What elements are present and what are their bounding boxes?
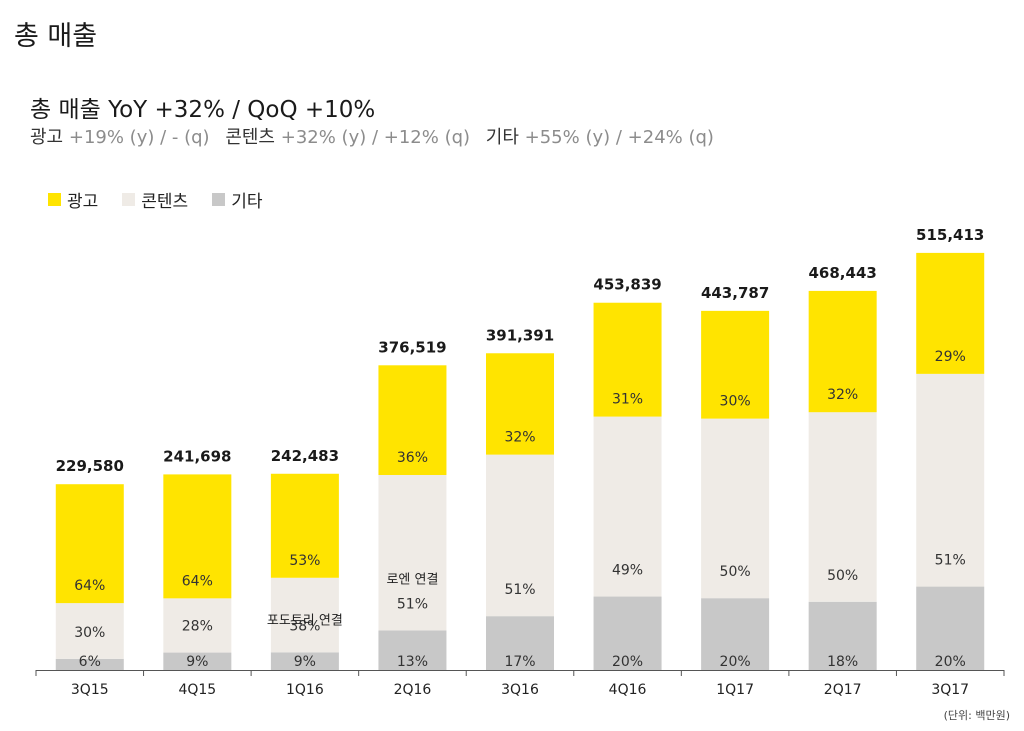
bar-segment-other xyxy=(55,658,124,670)
total-label: 376,519 xyxy=(378,338,446,356)
legend-label-other: 기타 xyxy=(231,192,263,212)
bar-segment-ad xyxy=(163,474,232,599)
growth-label-content: 콘텐츠 xyxy=(225,127,275,148)
legend-swatch-content xyxy=(122,193,136,206)
legend-item-content: 콘텐츠 xyxy=(122,187,188,212)
x-tick-label: 3Q16 xyxy=(501,682,539,698)
x-tick-label: 3Q17 xyxy=(931,682,969,698)
total-label: 453,839 xyxy=(593,276,661,294)
x-tick-label: 1Q17 xyxy=(716,682,754,698)
page-title: 총 매출 xyxy=(14,21,98,52)
percent-label-ad: 32% xyxy=(827,387,858,403)
bar-segment-other xyxy=(808,601,877,670)
bar-segment-ad xyxy=(916,252,985,374)
bar-segment-ad xyxy=(378,365,447,475)
percent-label-other: 20% xyxy=(720,654,751,670)
growth-value-other: +55% (y) / +24% (q) xyxy=(524,127,714,148)
percent-label-other: 6% xyxy=(79,654,101,670)
percent-label-other: 20% xyxy=(935,654,966,670)
x-tick-label: 1Q16 xyxy=(286,682,324,698)
percent-label-ad: 31% xyxy=(612,392,643,408)
total-label: 515,413 xyxy=(916,226,984,244)
bar-segment-other xyxy=(163,652,232,670)
x-tick-label: 2Q17 xyxy=(824,682,862,698)
total-label: 242,483 xyxy=(271,447,339,465)
growth-label-ad: 광고 xyxy=(30,127,64,148)
bar-segment-content xyxy=(270,577,339,653)
annotation-label: 로엔 연결 xyxy=(386,572,438,587)
percent-label-other: 13% xyxy=(397,654,428,670)
growth-label-other: 기타 xyxy=(485,127,519,148)
percent-label-ad: 29% xyxy=(935,349,966,365)
percent-label-content: 51% xyxy=(397,596,428,612)
chart-legend: 광고 콘텐츠 기타 xyxy=(48,187,286,212)
bar-segment-content xyxy=(163,598,232,653)
bar-segment-content xyxy=(486,454,554,617)
bar-segment-other xyxy=(378,630,447,670)
percent-label-other: 18% xyxy=(827,654,858,670)
x-tick-label: 4Q16 xyxy=(609,682,647,698)
unit-note: (단위: 백만원) xyxy=(943,709,1010,722)
growth-value-content: +32% (y) / +12% (q) xyxy=(280,127,471,148)
percent-label-other: 9% xyxy=(186,654,208,670)
percent-label-content: 30% xyxy=(74,625,105,641)
total-label: 241,698 xyxy=(163,447,231,465)
total-label: 391,391 xyxy=(486,326,554,344)
bar-segment-ad xyxy=(593,302,662,417)
bar-segment-ad xyxy=(486,353,554,455)
total-label: 468,443 xyxy=(809,264,877,282)
annotation-label: 포도트리 연결 xyxy=(267,613,343,628)
bar-segment-other xyxy=(593,596,662,670)
bar-segment-other xyxy=(270,652,339,670)
percent-label-content: 49% xyxy=(612,563,643,579)
percent-label-ad: 36% xyxy=(397,450,428,466)
legend-swatch-ad xyxy=(48,193,61,206)
legend-label-ad: 광고 xyxy=(67,192,99,212)
bar-segment-content xyxy=(701,418,770,599)
x-tick-label: 2Q16 xyxy=(394,682,432,698)
bar-segment-content xyxy=(808,412,877,602)
bar-segment-content xyxy=(378,474,447,631)
percent-label-content: 50% xyxy=(720,564,751,580)
bar-segment-ad xyxy=(55,484,124,604)
bar-segment-ad xyxy=(808,290,877,413)
growth-value-ad: +19% (y) / - (q) xyxy=(68,127,210,148)
legend-item-ad: 광고 xyxy=(48,187,98,212)
x-tick-label: 3Q15 xyxy=(71,682,109,698)
bar-segment-content xyxy=(593,416,662,597)
legend-swatch-other xyxy=(212,193,226,206)
percent-label-other: 17% xyxy=(504,654,535,670)
percent-label-content: 38% xyxy=(289,618,320,634)
percent-label-other: 20% xyxy=(612,654,643,670)
percent-label-ad: 64% xyxy=(182,573,213,589)
total-label: 443,787 xyxy=(701,284,769,302)
bar-segment-other xyxy=(701,598,770,670)
percent-label-ad: 32% xyxy=(504,430,535,446)
bar-segment-content xyxy=(916,373,985,587)
bar-segment-content xyxy=(55,603,124,659)
bar-segment-other xyxy=(916,586,985,670)
percent-label-content: 50% xyxy=(827,568,858,584)
total-label: 229,580 xyxy=(56,457,124,475)
percent-label-ad: 53% xyxy=(289,553,320,569)
bar-segment-ad xyxy=(270,473,339,578)
percent-label-content: 28% xyxy=(182,619,213,635)
bar-segment-ad xyxy=(701,310,770,419)
legend-label-content: 콘텐츠 xyxy=(141,192,189,212)
growth-summary: 광고 +19% (y) / - (q) 콘텐츠 +32% (y) / +12% … xyxy=(30,123,724,149)
percent-label-content: 51% xyxy=(935,553,966,569)
x-tick-label: 4Q15 xyxy=(178,682,216,698)
percent-label-ad: 64% xyxy=(74,578,105,594)
legend-item-other: 기타 xyxy=(212,187,262,212)
percent-label-ad: 30% xyxy=(720,394,751,410)
chart-subtitle: 총 매출 YoY +32% / QoQ +10% xyxy=(30,97,376,123)
percent-label-other: 9% xyxy=(294,654,316,670)
bar-segment-other xyxy=(486,616,554,670)
percent-label-content: 51% xyxy=(504,582,535,598)
